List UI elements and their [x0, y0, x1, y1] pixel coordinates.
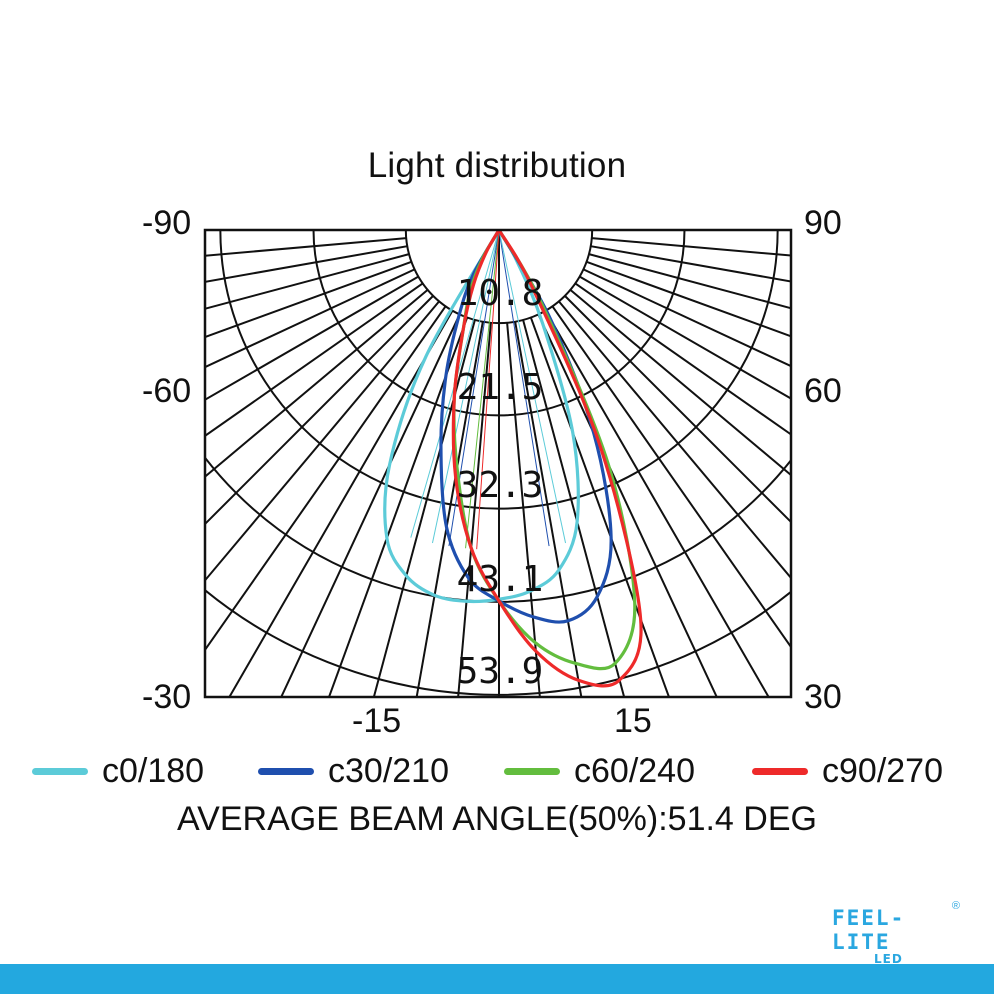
legend-label-c0: c0/180	[102, 752, 205, 790]
logo-main-text: FEEL-LITE	[832, 906, 906, 954]
legend-swatch-c0	[32, 768, 88, 775]
registered-mark-icon: ®	[951, 900, 960, 912]
average-beam-angle: AVERAGE BEAM ANGLE(50%):51.4 DEG	[177, 800, 817, 838]
brand-logo: FEEL-LITE ® LED	[832, 900, 962, 966]
chart-title: Light distribution	[367, 146, 627, 185]
legend-item-c60: c60/240	[504, 752, 695, 791]
legend-swatch-c60	[504, 768, 560, 775]
plot-frame	[203, 228, 793, 699]
legend-label-c90: c90/270	[822, 752, 943, 790]
ring-label-1: 10.8	[457, 273, 544, 314]
axis-label-left-top: -90	[142, 204, 192, 242]
footer-bar	[0, 964, 994, 994]
ring-label-4: 43.1	[457, 559, 544, 600]
axis-label-left-bottom: -30	[142, 678, 192, 716]
distribution-curves	[383, 230, 643, 688]
legend-swatch-c30	[258, 768, 314, 775]
ring-label-5: 53.9	[457, 651, 544, 692]
ring-label-3: 32.3	[457, 465, 544, 506]
ring-label-2: 21.5	[457, 367, 544, 408]
chart-legend: c0/180 c30/210 c60/240 c90/270	[0, 752, 994, 792]
legend-swatch-c90	[752, 768, 808, 775]
legend-item-c30: c30/210	[258, 752, 449, 791]
axis-label-left-mid: -60	[142, 372, 192, 410]
curve-c90-270	[451, 230, 643, 688]
axis-label-right-mid: 60	[804, 372, 842, 410]
legend-item-c0: c0/180	[32, 752, 204, 791]
logo-sub-text: LED	[874, 952, 903, 966]
axis-label-right-top: 90	[804, 204, 842, 242]
legend-item-c90: c90/270	[752, 752, 943, 791]
legend-label-c30: c30/210	[328, 752, 449, 790]
legend-label-c60: c60/240	[574, 752, 695, 790]
axis-label-right-bottom: 30	[804, 678, 842, 716]
axis-label-bottom-right: 15	[614, 702, 652, 740]
polar-grid	[205, 230, 791, 697]
axis-label-bottom-left: -15	[352, 702, 402, 740]
